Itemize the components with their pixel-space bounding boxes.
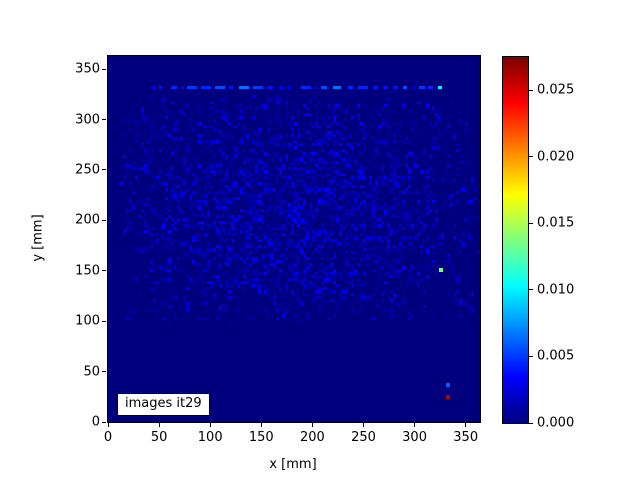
x-tick-mark xyxy=(311,423,313,427)
colorbar xyxy=(502,56,529,424)
y-tick-mark xyxy=(102,421,106,423)
y-tick-label: 100 xyxy=(75,313,100,329)
x-tick-mark xyxy=(209,423,211,427)
heatmap-canvas xyxy=(108,56,480,422)
y-tick-label: 250 xyxy=(75,162,100,178)
x-tick-mark xyxy=(260,423,262,427)
colorbar-tick-mark xyxy=(529,222,533,224)
x-tick-mark xyxy=(414,423,416,427)
y-tick-label: 350 xyxy=(75,61,100,77)
colorbar-canvas xyxy=(503,57,528,423)
colorbar-tick-mark xyxy=(529,156,533,158)
x-tick-label: 350 xyxy=(453,430,479,445)
x-tick-label: 250 xyxy=(351,430,376,445)
colorbar-tick-label: 0.020 xyxy=(537,149,575,165)
x-tick-label: 50 xyxy=(150,430,168,445)
y-tick-mark xyxy=(102,68,106,70)
colorbar-tick-label: 0.015 xyxy=(537,215,575,231)
colorbar-tick-mark xyxy=(529,355,533,357)
y-axis-label: y [mm] xyxy=(30,214,46,262)
y-tick-mark xyxy=(102,119,106,121)
plot-area xyxy=(107,55,481,423)
y-tick-mark xyxy=(102,371,106,373)
x-tick-label: 200 xyxy=(299,430,325,445)
x-tick-mark xyxy=(107,423,109,427)
colorbar-tick-mark xyxy=(529,89,533,91)
colorbar-tick-mark xyxy=(529,422,533,424)
x-tick-label: 150 xyxy=(248,430,274,445)
x-tick-label: 100 xyxy=(197,430,223,445)
colorbar-tick-label: 0.005 xyxy=(537,348,575,364)
x-tick-label: 0 xyxy=(103,430,113,445)
x-tick-label: 300 xyxy=(402,430,427,445)
y-tick-label: 150 xyxy=(75,263,100,279)
y-tick-mark xyxy=(102,320,106,322)
y-tick-label: 300 xyxy=(75,112,100,128)
y-tick-mark xyxy=(102,169,106,171)
annotation-box: images it29 xyxy=(117,393,210,416)
colorbar-tick-label: 0.025 xyxy=(537,82,575,98)
annotation-text: images it29 xyxy=(125,396,202,411)
colorbar-tick-label: 0.000 xyxy=(537,415,575,431)
y-tick-mark xyxy=(102,219,106,221)
colorbar-tick-mark xyxy=(529,289,533,291)
x-tick-mark xyxy=(362,423,364,427)
x-axis-label: x [mm] xyxy=(269,457,317,472)
y-tick-label: 0 xyxy=(91,414,100,430)
y-tick-mark xyxy=(102,270,106,272)
x-tick-mark xyxy=(158,423,160,427)
y-tick-label: 200 xyxy=(75,212,100,228)
colorbar-tick-label: 0.010 xyxy=(537,282,575,298)
y-tick-label: 50 xyxy=(83,364,100,380)
x-tick-mark xyxy=(465,423,467,427)
